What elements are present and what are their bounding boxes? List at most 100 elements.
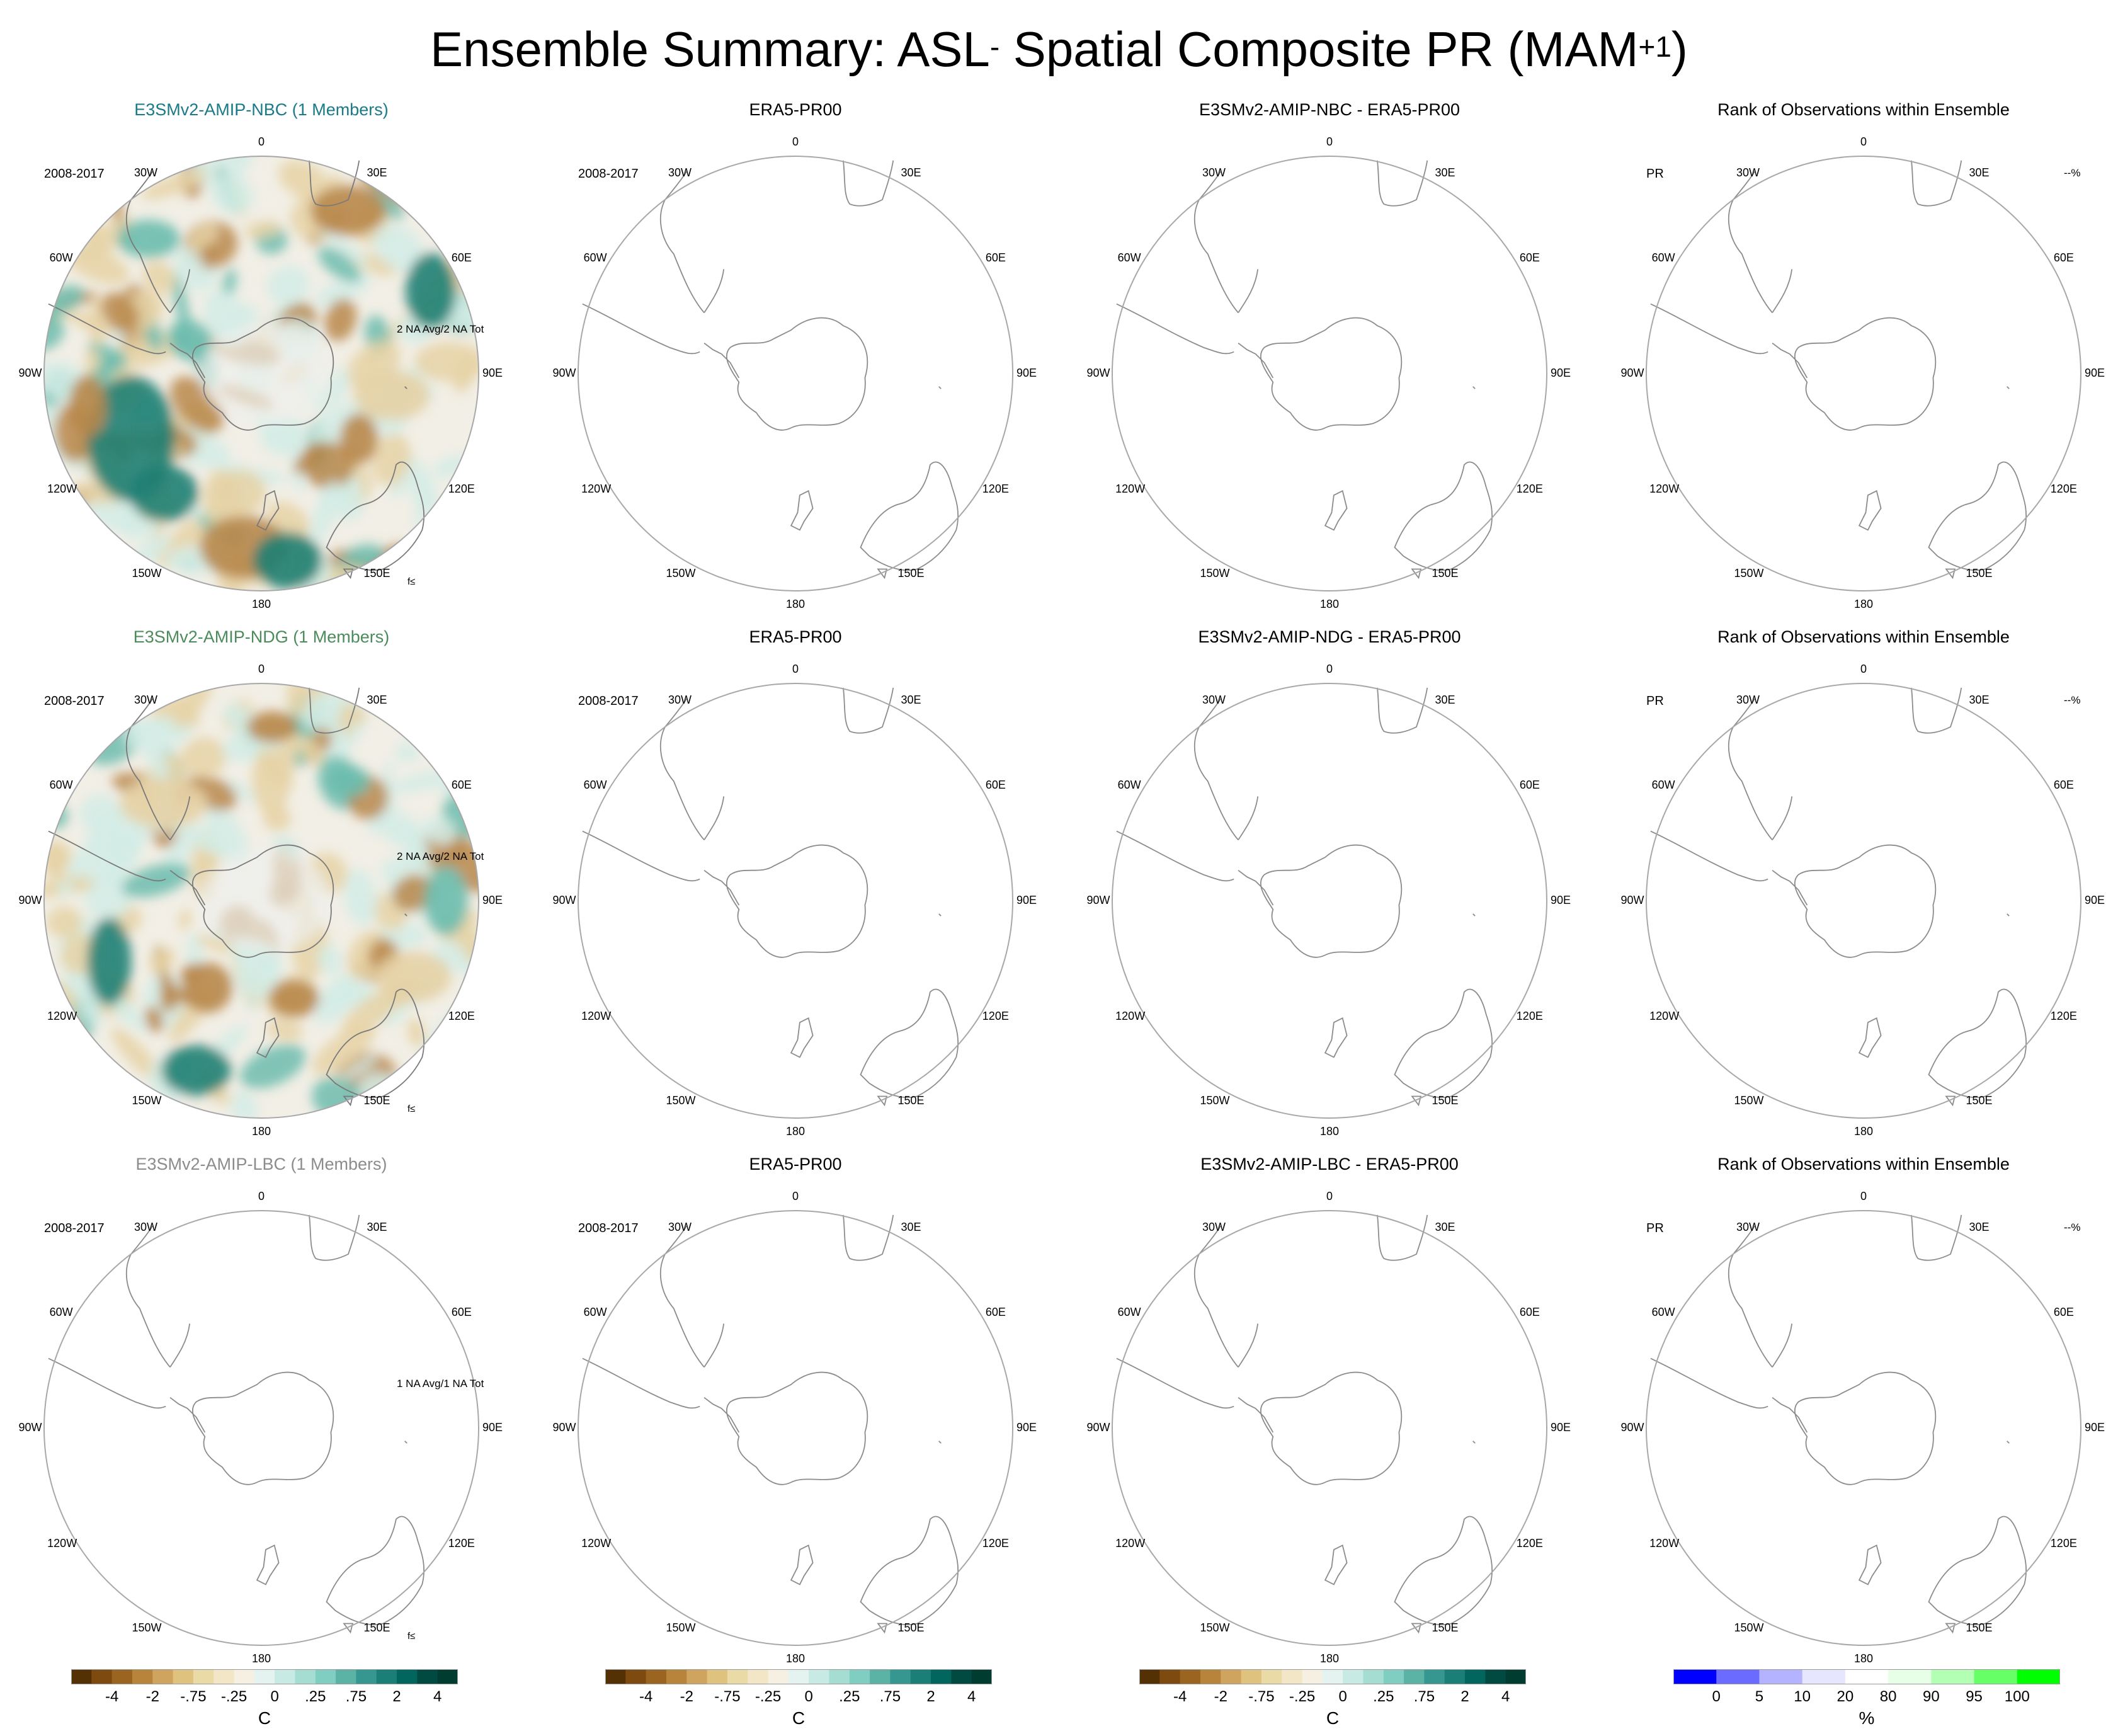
rank-percent-label: --% [2064, 167, 2081, 179]
colorbar-swatches [1139, 1669, 1527, 1684]
colorbar-tick-label: 100 [2004, 1688, 2030, 1705]
andes-line [48, 303, 166, 355]
island-mark [938, 386, 942, 389]
longitude-label: 120W [1115, 1009, 1146, 1022]
australia-coast [860, 461, 959, 571]
longitude-label: 30E [1435, 694, 1455, 707]
colorbar-swatch [1931, 1669, 1975, 1684]
island-mark [2007, 913, 2010, 917]
africa-coast [1911, 160, 1962, 207]
map-panel-r3-c2 [578, 1210, 1013, 1646]
colorbar-tick-label: .25 [1373, 1688, 1394, 1705]
longitude-label: 0 [1860, 135, 1867, 148]
colorbar-swatch [275, 1669, 295, 1684]
longitude-label: 120W [1649, 482, 1680, 495]
africa-coast [1911, 1214, 1962, 1261]
colorbar-swatch [646, 1669, 667, 1684]
longitude-label: 150E [1432, 1621, 1459, 1634]
longitude-label: 150E [1966, 1094, 1993, 1107]
rank-panel-title: Rank of Observations within Ensemble [1717, 627, 2010, 646]
longitude-label: 60E [1519, 1305, 1540, 1318]
tasmania-coast [343, 568, 354, 580]
colorbar-frame [1139, 1669, 1526, 1684]
longitude-label: 30E [1435, 1221, 1455, 1234]
south-america-coast-east [1238, 1323, 1259, 1368]
colorbar-swatch [666, 1669, 687, 1684]
australia-coast [1394, 461, 1493, 571]
longitude-label: 150W [132, 1094, 162, 1107]
longitude-label: 120W [47, 482, 77, 495]
colorbar-swatch [132, 1669, 153, 1684]
island-mark [404, 1441, 407, 1444]
map-boundary-circle [1646, 1210, 2081, 1646]
tasmania-coast [1411, 1095, 1422, 1107]
longitude-label: 180 [1853, 1652, 1874, 1665]
longitude-label: 90W [1620, 367, 1644, 379]
colorbar-tick-label: 80 [1879, 1688, 1897, 1705]
map-panel-r2-c3 [1112, 683, 1547, 1119]
obs-panel-title: ERA5-PR00 [749, 100, 842, 119]
south-america-coast [1728, 698, 1773, 840]
island-mark [938, 1441, 942, 1444]
longitude-label: 90E [2084, 894, 2105, 906]
colorbar-swatch [91, 1669, 113, 1684]
longitude-label: 30E [367, 166, 387, 180]
colorbar-tick-label: -2 [145, 1688, 159, 1705]
colorbar-tick-label: -.25 [220, 1688, 248, 1705]
longitude-label: 30W [668, 694, 692, 707]
coastline-group [1650, 160, 2027, 580]
map-boundary-circle [43, 683, 479, 1119]
longitude-label: 0 [1326, 663, 1333, 675]
colorbar-swatch [234, 1669, 255, 1684]
map-panel-r2-c2 [578, 683, 1013, 1119]
colorbar-swatch [1302, 1669, 1323, 1684]
africa-coast [843, 160, 894, 207]
longitude-label: 150W [1734, 566, 1764, 580]
longitude-label: 150E [363, 566, 390, 580]
colorbar-swatch [1505, 1669, 1527, 1684]
south-america-coast-east [1772, 269, 1793, 313]
longitude-label: 120E [448, 1009, 475, 1022]
antarctica-coast [1794, 317, 1937, 431]
model-panel-title: E3SMv2-AMIP-NDG (1 Members) [133, 627, 390, 646]
colorbar-swatch [1802, 1669, 1846, 1684]
colorbar-swatch [376, 1669, 397, 1684]
andes-line [48, 830, 166, 882]
coastline-group [48, 687, 425, 1107]
tasmania-coast [877, 568, 888, 580]
andes-line [582, 1357, 700, 1409]
longitude-label: 150W [132, 566, 162, 580]
rank-variable-label: PR [1646, 694, 1664, 708]
map-panel-r2-c1 [43, 683, 479, 1119]
australia-coast [860, 1516, 959, 1626]
colorbar-swatch [1974, 1669, 2018, 1684]
longitude-label: 60W [1651, 1305, 1675, 1318]
coastline-group [48, 1214, 425, 1634]
antarctic-peninsula-coast [1772, 342, 1808, 379]
new-zealand-coast [256, 489, 280, 531]
south-america-coast-east [169, 796, 191, 840]
figure-title: Ensemble Summary: ASL- Spatial Composite… [430, 21, 1688, 77]
colorbar-swatch [1241, 1669, 1262, 1684]
longitude-label: 180 [785, 598, 806, 610]
antarctica-coast [1260, 1371, 1403, 1485]
longitude-label: 30E [367, 1221, 387, 1234]
colorbar-swatch [193, 1669, 214, 1684]
colorbar-swatches [605, 1669, 993, 1684]
colorbar-swatch [1261, 1669, 1282, 1684]
longitude-label: 90E [482, 367, 503, 379]
antarctica-coast [726, 844, 868, 958]
coastline-group [48, 160, 425, 580]
longitude-label: 180 [251, 1125, 271, 1138]
longitude-label: 30E [1969, 1221, 1990, 1234]
longitude-label: 30W [668, 166, 692, 180]
colorbar-swatch [254, 1669, 275, 1684]
longitude-label: 60W [1117, 1305, 1141, 1318]
south-america-coast [1728, 171, 1773, 313]
colorbar-diff [1139, 1669, 1527, 1684]
colorbar-swatch [1845, 1669, 1889, 1684]
longitude-label: 180 [785, 1652, 806, 1665]
coastline-group [1116, 687, 1493, 1107]
colorbar-tick-label: -4 [1173, 1688, 1187, 1705]
map-boundary-circle [578, 683, 1013, 1119]
